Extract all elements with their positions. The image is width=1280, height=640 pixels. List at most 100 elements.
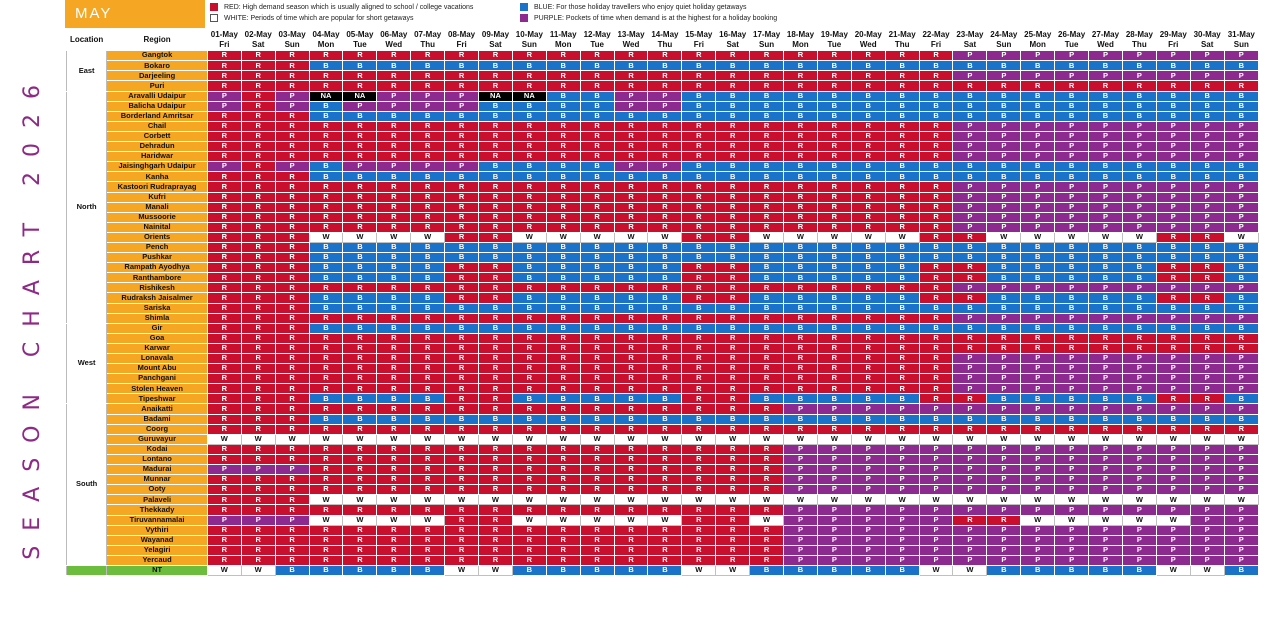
date-header: 24-May — [986, 29, 1022, 42]
season-cell: R — [918, 141, 954, 153]
season-cell: R — [478, 342, 513, 355]
season-cell: R — [274, 453, 310, 466]
season-cell: P — [1088, 453, 1123, 466]
season-cell: R — [1155, 423, 1191, 435]
season-cell: R — [410, 151, 446, 163]
legend-swatch-icon — [210, 14, 218, 22]
season-cell: P — [1020, 534, 1056, 546]
season-cell: W — [986, 231, 1022, 243]
season-cell: R — [647, 443, 683, 455]
season-cell: R — [478, 262, 513, 274]
season-cell: R — [715, 524, 751, 536]
season-cell: P — [952, 352, 988, 365]
season-cell: R — [1121, 332, 1157, 344]
season-cell: P — [1020, 312, 1056, 324]
day-header: Thu — [647, 40, 683, 52]
season-cell: R — [410, 221, 446, 233]
region-cell: Ooty — [106, 484, 208, 496]
season-cell: R — [240, 201, 276, 213]
season-cell: W — [1121, 494, 1157, 506]
season-cell: P — [1155, 352, 1191, 365]
season-cell: B — [444, 171, 480, 183]
season-cell: R — [444, 181, 480, 193]
season-cell: P — [986, 312, 1022, 324]
season-cell: R — [410, 403, 446, 415]
season-cell: W — [1155, 564, 1191, 577]
season-cell: R — [444, 272, 480, 284]
season-cell: B — [1223, 60, 1260, 72]
table-row: Rampath Ayodhya R R R B B B B R R B B B B B R R B B B B B R R B B… — [67, 262, 1260, 274]
season-cell: R — [410, 191, 446, 203]
season-cell: B — [647, 564, 683, 577]
season-cell: B — [545, 60, 581, 72]
season-cell: R — [308, 544, 344, 556]
season-cell: NA — [342, 90, 378, 102]
season-cell: B — [410, 413, 446, 425]
season-cell: B — [1189, 171, 1225, 183]
season-cell: B — [274, 564, 310, 577]
season-cell: R — [749, 544, 785, 556]
season-cell: P — [1155, 484, 1191, 496]
season-cell: B — [1223, 272, 1260, 284]
season-cell: B — [952, 110, 988, 122]
season-cell: B — [545, 322, 581, 334]
season-cell: B — [1223, 241, 1260, 254]
season-cell: W — [783, 433, 818, 445]
season-cell: B — [579, 262, 615, 274]
season-cell: R — [206, 292, 242, 304]
date-header: 08-May — [444, 29, 480, 42]
season-cell: B — [410, 262, 446, 274]
season-cell: R — [478, 423, 513, 435]
season-cell: P — [1020, 554, 1056, 566]
season-cell: W — [1088, 514, 1123, 526]
season-cell: P — [986, 373, 1022, 385]
season-cell: R — [545, 554, 581, 566]
season-cell: R — [274, 60, 310, 72]
season-cell: R — [478, 524, 513, 536]
season-cell: R — [511, 484, 547, 496]
season-cell: B — [884, 90, 920, 102]
season-cell: B — [918, 171, 954, 183]
season-cell: R — [545, 373, 581, 385]
season-cell: R — [749, 181, 785, 193]
season-cell: P — [986, 534, 1022, 546]
season-cell: P — [1020, 141, 1056, 153]
season-cell: P — [952, 554, 988, 566]
season-cell: R — [783, 120, 818, 132]
season-cell: B — [681, 302, 717, 314]
season-cell: R — [274, 201, 310, 213]
season-cell: R — [274, 312, 310, 324]
season-cell: R — [1155, 393, 1191, 405]
season-cell: R — [545, 211, 581, 223]
season-cell: P — [1020, 120, 1056, 132]
region-cell: Goa — [106, 332, 208, 344]
season-cell: R — [1020, 80, 1056, 92]
season-cell: R — [376, 191, 412, 203]
day-header: Fri — [206, 40, 242, 52]
season-cell: B — [783, 292, 818, 304]
table-row: Guruvayur W W W W W W W W W W W W W W W W W W W W W W W W W W W W W W W — [67, 433, 1260, 445]
season-cell: R — [240, 191, 276, 203]
season-cell: R — [850, 141, 886, 153]
season-cell: R — [478, 120, 513, 132]
day-header-row: Fri Sat Sun Mon Tue Wed Thu Fri Sat Sun Mon Tue Wed T… — [67, 40, 1260, 52]
legend-swatch-icon — [520, 14, 528, 22]
season-cell: B — [918, 60, 954, 72]
season-cell: P — [1155, 443, 1191, 455]
season-cell: R — [952, 272, 988, 284]
season-cell: P — [1054, 544, 1090, 556]
season-cell: R — [1121, 80, 1157, 92]
season-cell: B — [884, 393, 920, 405]
season-cell: P — [342, 161, 378, 173]
season-cell: R — [579, 312, 615, 324]
season-cell: R — [240, 393, 276, 405]
season-cell: P — [1121, 201, 1157, 213]
season-cell: R — [274, 363, 310, 375]
season-cell: R — [478, 141, 513, 153]
season-cell: B — [308, 413, 344, 425]
region-cell: Wayanad — [106, 534, 208, 546]
season-cell: W — [478, 564, 513, 577]
season-cell: R — [613, 423, 649, 435]
season-cell: B — [1189, 60, 1225, 72]
season-cell: P — [1189, 211, 1225, 223]
